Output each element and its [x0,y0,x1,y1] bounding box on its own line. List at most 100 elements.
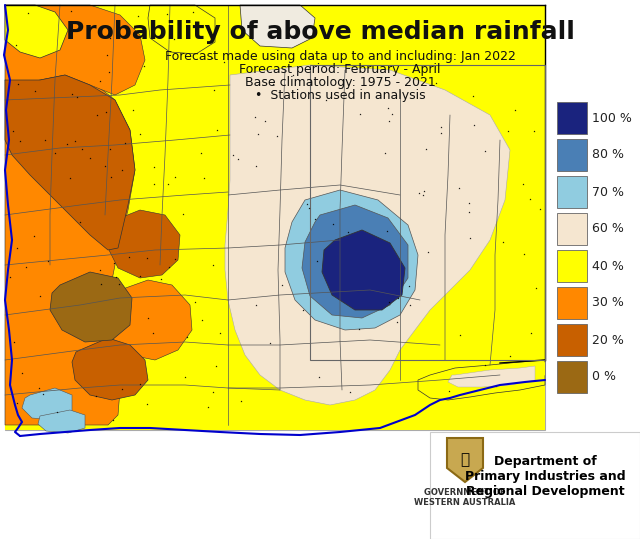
Point [114,279,124,288]
Bar [557,102,587,134]
Point [236,396,246,405]
Point [228,150,239,159]
Point [12,244,22,253]
Point [276,281,287,289]
Polygon shape [302,205,408,318]
Polygon shape [538,362,545,378]
Point [95,266,105,274]
Point [207,54,218,63]
Point [91,392,101,400]
Point [142,400,152,409]
Point [77,144,87,153]
Point [529,126,540,135]
Text: GOVERNMENT OF
WESTERN AUSTRALIA: GOVERNMENT OF WESTERN AUSTRALIA [414,488,516,507]
Polygon shape [5,70,135,425]
Point [387,109,397,118]
Point [465,233,475,242]
Point [518,179,528,188]
Point [156,274,166,283]
Point [135,272,145,280]
Point [135,379,145,388]
Point [5,273,15,281]
Polygon shape [50,272,132,342]
Point [314,372,324,381]
Point [85,153,95,162]
Point [67,89,77,98]
Point [170,173,180,182]
Bar [557,176,587,208]
Point [169,34,179,43]
Point [11,41,21,50]
Point [353,324,364,333]
Point [250,161,260,170]
Point [92,111,102,120]
Polygon shape [22,388,72,420]
Point [260,116,271,125]
Point [481,146,491,155]
Point [502,127,513,135]
Point [392,293,403,302]
Point [35,292,45,300]
Point [272,132,282,140]
Point [534,205,545,213]
Point [76,218,86,226]
Text: Base climatology: 1975 - 2021: Base climatology: 1975 - 2021 [244,76,435,89]
Point [444,387,454,396]
Polygon shape [148,5,215,54]
Polygon shape [5,5,145,95]
Point [454,184,464,193]
Text: 30 %: 30 % [592,296,624,309]
Point [312,257,322,266]
Point [23,9,33,18]
Point [510,106,520,114]
Point [29,231,40,240]
Point [128,106,138,115]
Point [105,144,115,153]
Polygon shape [285,190,418,330]
Point [12,79,22,88]
Point [211,362,221,370]
Polygon shape [5,5,68,58]
Point [100,162,111,170]
Point [264,339,275,348]
Point [310,215,320,224]
Polygon shape [225,65,510,405]
Point [328,219,339,228]
Point [250,113,260,121]
Point [100,108,111,116]
Point [202,403,212,412]
Point [498,238,508,246]
Point [480,360,490,369]
Bar [557,324,587,356]
Point [526,328,536,337]
Point [215,329,225,337]
Point [117,165,127,174]
Point [419,187,429,196]
Point [405,300,415,309]
Text: 80 %: 80 % [592,149,624,162]
Point [190,298,200,306]
Point [163,10,173,19]
Polygon shape [240,5,315,48]
Point [464,199,474,208]
Point [163,179,173,188]
Point [141,254,152,262]
Point [384,298,394,307]
Point [219,58,229,67]
Text: 40 %: 40 % [592,259,624,273]
Point [66,7,76,16]
Point [355,109,365,118]
Point [468,121,479,129]
Polygon shape [108,280,192,360]
Point [209,85,220,94]
Point [12,398,22,407]
Point [345,388,355,397]
Point [149,162,159,171]
Point [30,86,40,95]
Point [253,130,264,139]
Point [251,300,261,309]
Point [148,328,158,337]
Point [94,76,104,85]
Point [40,135,50,144]
Point [519,250,529,259]
